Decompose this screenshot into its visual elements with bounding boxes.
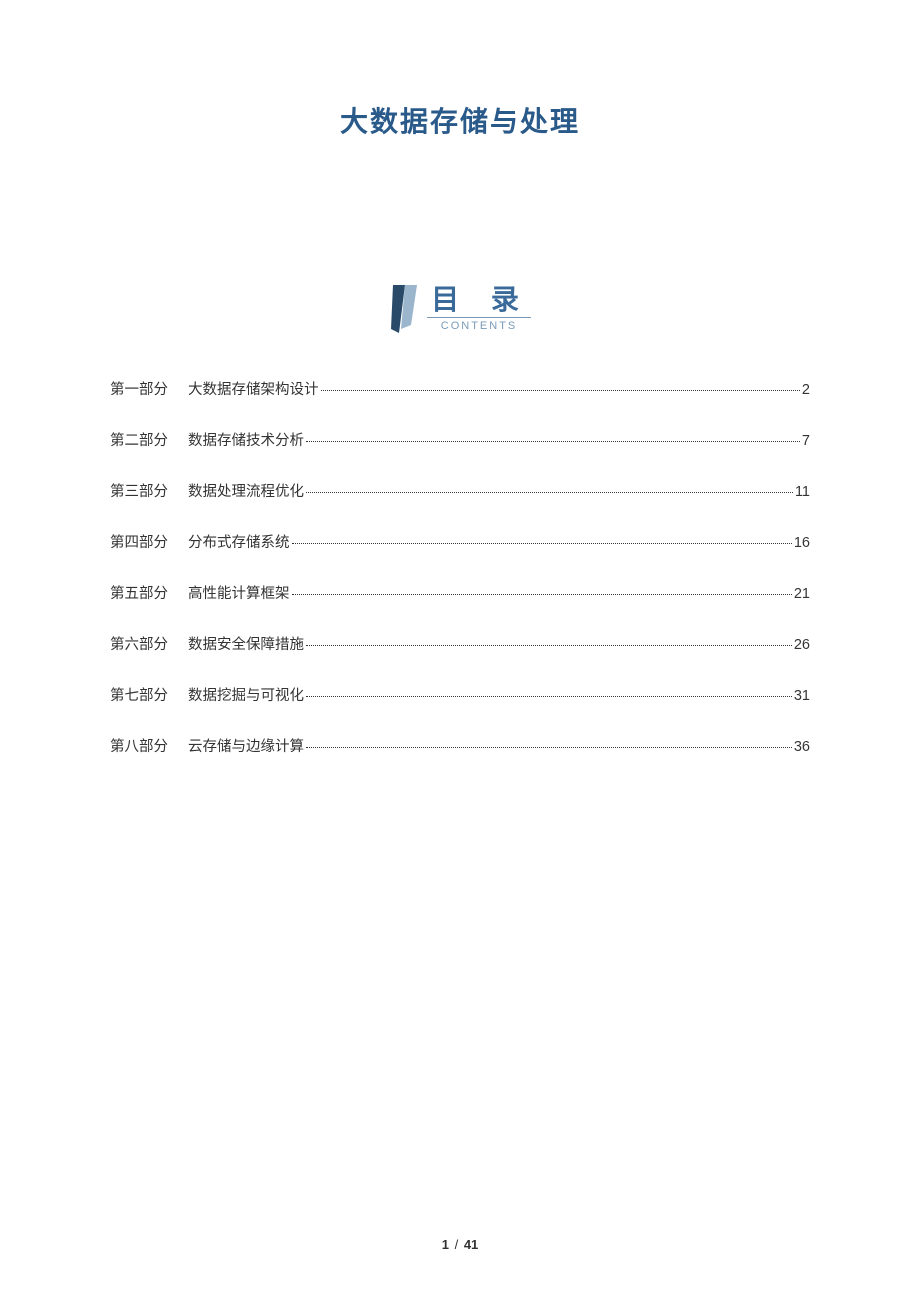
toc-leader-dots [306,645,792,646]
document-page: 大数据存储与处理 目 录 CONTENTS 第一部分 大数据存储架构设计 2 第… [0,0,920,1302]
toc-chapter-title: 大数据存储架构设计 [188,378,319,399]
toc-page-number: 36 [794,739,810,755]
toc-part-label: 第八部分 [110,735,168,756]
toc-entry: 第一部分 大数据存储架构设计 2 [110,378,810,399]
toc-leader-dots [306,492,793,493]
toc-title-english: CONTENTS [427,317,531,332]
toc-chapter-title: 高性能计算框架 [188,582,290,603]
toc-list: 第一部分 大数据存储架构设计 2 第二部分 数据存储技术分析 7 第三部分 数据… [110,378,810,756]
toc-entry: 第五部分 高性能计算框架 21 [110,582,810,603]
toc-entry: 第二部分 数据存储技术分析 7 [110,429,810,450]
toc-page-number: 11 [795,484,810,500]
document-title: 大数据存储与处理 [110,100,810,140]
toc-page-number: 16 [794,535,810,551]
toc-entry: 第七部分 数据挖掘与可视化 31 [110,684,810,705]
total-pages-number: 41 [464,1237,478,1252]
toc-leader-dots [306,441,800,442]
current-page-number: 1 [442,1237,449,1252]
page-separator [459,1237,463,1252]
toc-leader-dots [292,594,792,595]
toc-part-label: 第二部分 [110,429,168,450]
toc-header: 目 录 CONTENTS [110,285,810,333]
toc-chapter-title: 数据安全保障措施 [188,633,304,654]
toc-part-label: 第四部分 [110,531,168,552]
toc-entry: 第三部分 数据处理流程优化 11 [110,480,810,501]
toc-page-number: 31 [794,688,810,704]
page-slash: / [455,1237,459,1252]
toc-leader-dots [306,747,792,748]
toc-chapter-title: 分布式存储系统 [188,531,290,552]
toc-part-label: 第六部分 [110,633,168,654]
toc-page-number: 26 [794,637,810,653]
toc-entry: 第四部分 分布式存储系统 16 [110,531,810,552]
toc-chapter-title: 数据处理流程优化 [188,480,304,501]
toc-entry: 第六部分 数据安全保障措施 26 [110,633,810,654]
page-footer: 1 / 41 [0,1237,920,1252]
toc-part-label: 第七部分 [110,684,168,705]
toc-page-number: 2 [802,382,810,398]
toc-entry: 第八部分 云存储与边缘计算 36 [110,735,810,756]
toc-leader-dots [292,543,792,544]
toc-page-number: 7 [802,433,810,449]
toc-chapter-title: 数据挖掘与可视化 [188,684,304,705]
toc-title-chinese: 目 录 [427,286,531,314]
toc-chapter-title: 数据存储技术分析 [188,429,304,450]
toc-bookmark-icon [389,285,419,333]
toc-leader-dots [306,696,792,697]
toc-page-number: 21 [794,586,810,602]
toc-part-label: 第一部分 [110,378,168,399]
toc-part-label: 第三部分 [110,480,168,501]
toc-leader-dots [321,390,800,391]
toc-part-label: 第五部分 [110,582,168,603]
toc-title-block: 目 录 CONTENTS [427,286,531,332]
toc-chapter-title: 云存储与边缘计算 [188,735,304,756]
